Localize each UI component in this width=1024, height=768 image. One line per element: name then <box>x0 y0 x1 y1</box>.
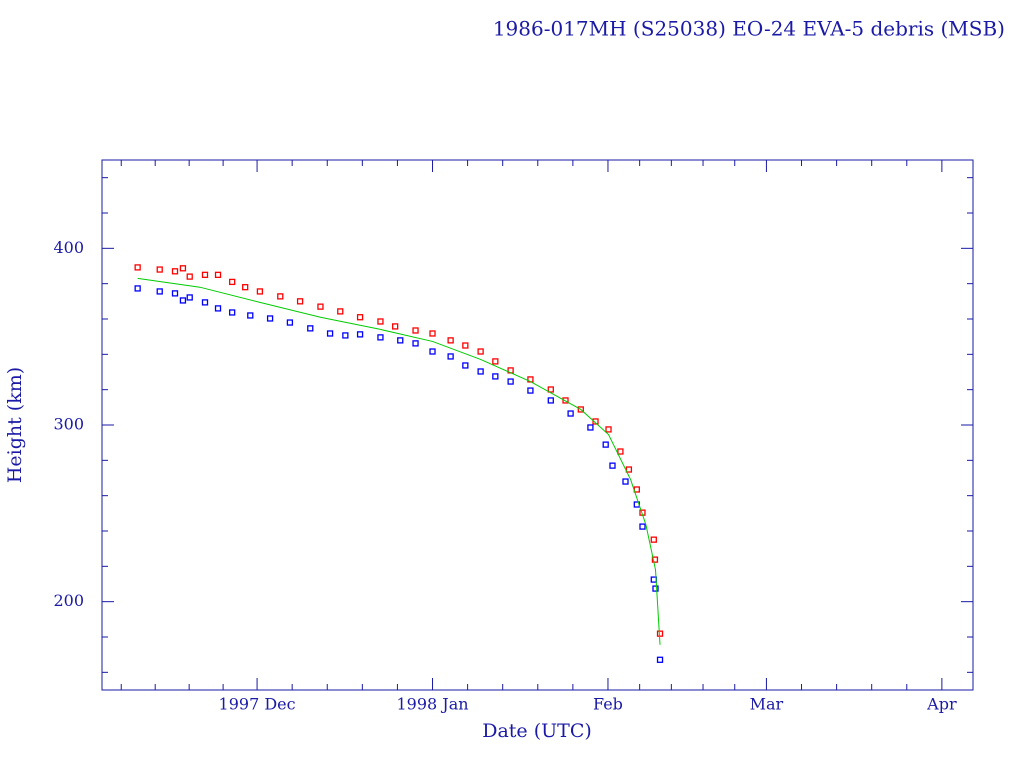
data-point <box>277 293 284 300</box>
data-point <box>462 362 469 369</box>
data-point <box>186 273 193 280</box>
data-point <box>214 305 222 312</box>
data-point <box>229 309 236 316</box>
data-point <box>392 323 399 330</box>
x-tick-label: Feb <box>593 695 623 714</box>
data-point <box>577 406 584 413</box>
data-point <box>286 319 294 326</box>
data-point <box>296 298 304 305</box>
data-point <box>171 268 179 275</box>
data-point <box>134 285 141 292</box>
data-point <box>477 368 484 375</box>
plot-frame <box>101 159 974 691</box>
data-point <box>477 348 484 355</box>
data-point <box>656 656 664 663</box>
data-point <box>507 378 514 385</box>
data-point <box>547 386 554 393</box>
data-point <box>134 264 141 271</box>
x-tick-label: 1998 Jan <box>396 695 468 714</box>
data-point <box>214 271 222 278</box>
data-point <box>562 397 569 404</box>
data-point <box>171 290 179 297</box>
y-tick-label: 200 <box>53 591 84 610</box>
data-point <box>256 288 264 295</box>
series-line <box>137 277 661 645</box>
data-point <box>656 630 664 637</box>
data-point <box>447 353 454 360</box>
chart-title: 1986-017MH (S25038) EO-24 EVA-5 debris (… <box>493 17 1005 41</box>
data-point <box>617 448 624 455</box>
data-point <box>342 332 349 339</box>
y-tick-label: 400 <box>53 238 84 257</box>
data-point <box>242 284 249 291</box>
data-point <box>397 337 404 344</box>
data-point <box>156 288 163 295</box>
data-point <box>317 303 324 310</box>
x-tick-label: Apr <box>926 695 957 714</box>
data-point <box>337 308 344 315</box>
data-point <box>201 299 209 306</box>
data-point <box>179 297 187 304</box>
data-point <box>602 441 609 448</box>
data-point <box>651 556 659 563</box>
data-point <box>377 334 384 341</box>
data-point <box>567 410 574 417</box>
data-point <box>412 327 419 334</box>
data-point <box>179 265 187 272</box>
data-point <box>592 418 599 425</box>
x-axis-label: Date (UTC) <box>482 720 592 742</box>
data-point <box>547 397 554 404</box>
data-point <box>412 340 419 347</box>
data-point <box>587 424 594 431</box>
data-point <box>186 294 193 301</box>
data-point <box>650 536 657 543</box>
y-tick-label: 300 <box>53 415 84 434</box>
x-tick-label: 1997 Dec <box>219 695 296 714</box>
data-point <box>247 312 254 319</box>
data-point <box>201 271 209 278</box>
data-point <box>266 315 274 322</box>
data-point <box>429 330 436 337</box>
data-point <box>156 266 163 273</box>
data-point <box>356 331 364 338</box>
data-point <box>326 330 334 337</box>
data-point <box>229 278 236 286</box>
data-point <box>527 387 534 394</box>
data-point <box>492 373 499 380</box>
data-point <box>307 325 314 332</box>
data-point <box>639 523 646 530</box>
data-point <box>462 342 469 349</box>
data-point <box>652 585 659 592</box>
data-point <box>492 358 499 365</box>
x-tick-label: Mar <box>750 695 784 714</box>
data-point <box>622 478 629 485</box>
y-axis-label: Height (km) <box>4 367 26 483</box>
data-point <box>625 466 633 473</box>
data-point <box>605 426 612 433</box>
data-point <box>377 318 384 325</box>
data-point <box>356 314 364 321</box>
data-point <box>429 348 436 355</box>
data-point <box>447 337 454 344</box>
data-point <box>609 462 616 469</box>
